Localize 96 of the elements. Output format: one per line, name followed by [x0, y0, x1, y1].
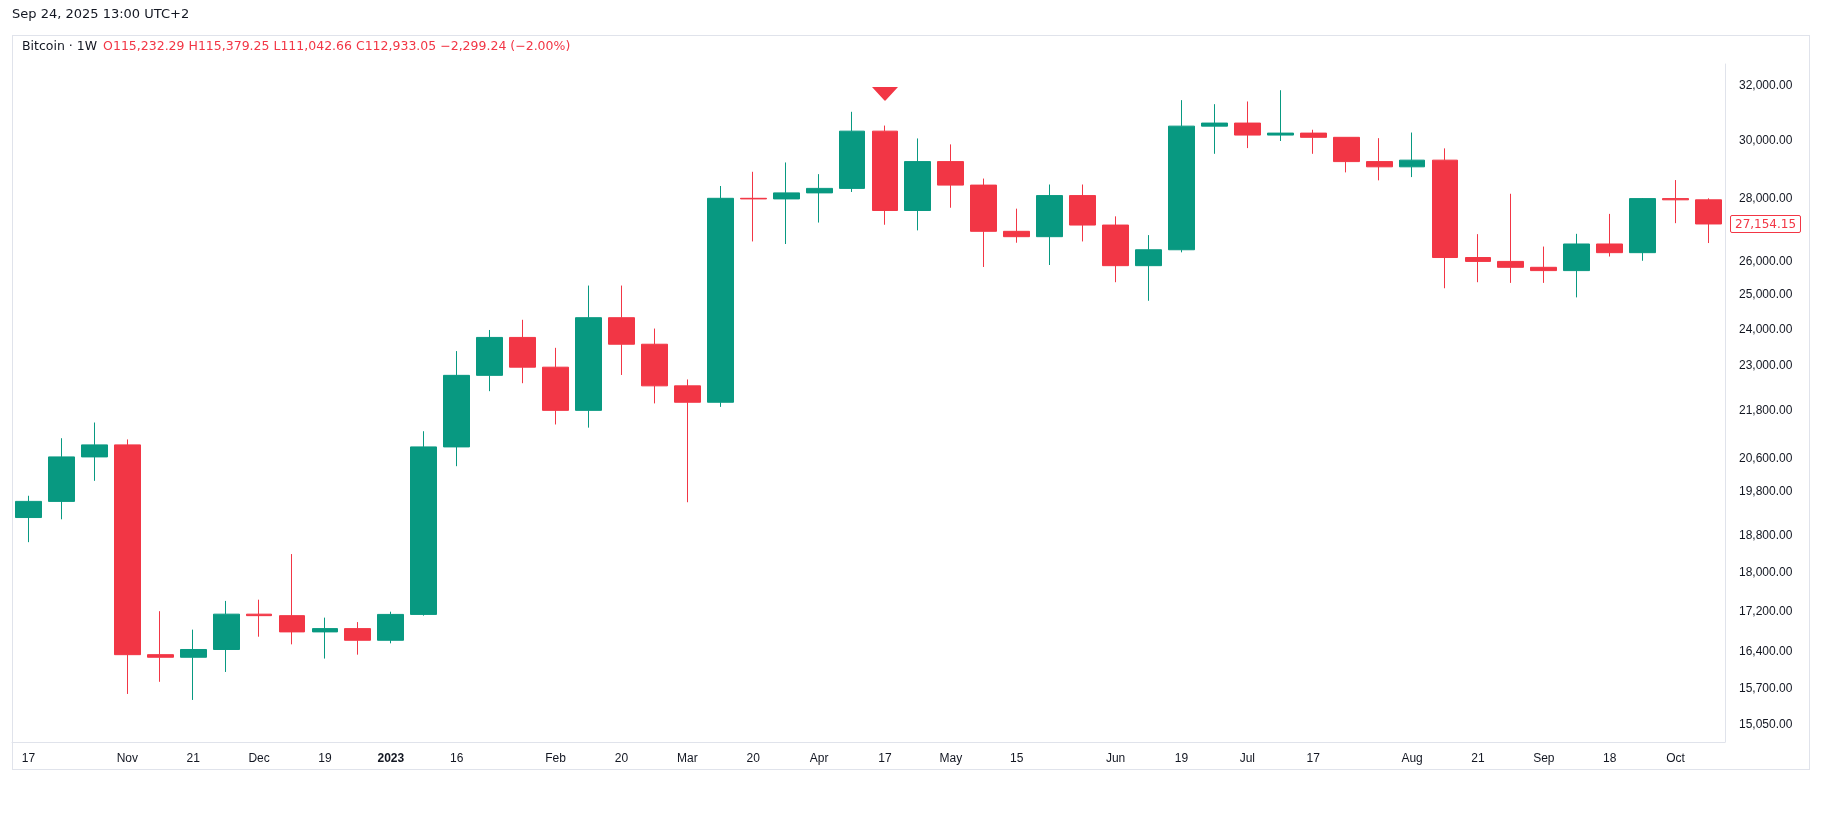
candlestick — [1530, 246, 1557, 284]
candlestick — [1102, 215, 1129, 283]
x-tick-label: May — [939, 751, 963, 765]
x-tick-label: 18 — [1603, 751, 1617, 765]
x-tick-label: 19 — [1174, 751, 1189, 765]
candlestick — [970, 178, 997, 268]
candlestick — [904, 137, 931, 231]
candlestick — [1234, 100, 1261, 149]
candlestick — [114, 438, 141, 695]
chart-title: Bitcoin · 1W — [22, 38, 98, 53]
candlestick — [1432, 147, 1458, 289]
y-tick-label: 17,200.00 — [1739, 603, 1793, 618]
y-tick-label: 20,600.00 — [1739, 450, 1793, 465]
candlestick — [575, 285, 602, 429]
x-tick-label: 16 — [450, 751, 464, 765]
candlestick — [937, 143, 964, 209]
x-tick-label: Dec — [248, 751, 270, 765]
y-tick-label: 24,000.00 — [1739, 321, 1793, 336]
x-tick-label: 19 — [318, 751, 332, 765]
candlestick — [608, 285, 635, 376]
x-tick-label: 21 — [1471, 751, 1485, 765]
x-tick-label: Aug — [1401, 751, 1423, 765]
candlestick — [1366, 137, 1393, 181]
y-tick-label: 16,400.00 — [1739, 644, 1793, 659]
x-tick-label: Sep — [1533, 751, 1555, 765]
y-tick-label: 18,800.00 — [1739, 528, 1793, 543]
candlestick — [1135, 234, 1162, 302]
y-tick-label: 32,000.00 — [1739, 77, 1793, 92]
candlestick — [1465, 233, 1491, 283]
candlestick — [344, 621, 371, 656]
candlestick — [1497, 193, 1524, 284]
candlestick — [773, 161, 800, 245]
x-tick-label: 21 — [186, 751, 201, 765]
candlestick — [15, 495, 42, 543]
candlestick — [246, 599, 272, 638]
x-tick-label: Jul — [1239, 751, 1256, 765]
candlestick — [213, 600, 240, 673]
candlestick — [81, 422, 108, 482]
candlestick — [1300, 129, 1327, 155]
candlestick — [1003, 208, 1030, 244]
candlestick — [1168, 99, 1195, 253]
candlestick — [1695, 197, 1722, 244]
x-tick-label: 20 — [746, 751, 761, 765]
candlestick — [674, 378, 701, 503]
candlestick — [279, 553, 305, 645]
y-tick-label: 15,050.00 — [1739, 716, 1793, 731]
candlestick — [839, 111, 865, 193]
x-tick-label: Nov — [116, 751, 138, 765]
y-tick-label: 28,000.00 — [1739, 191, 1793, 205]
candlestick — [1662, 179, 1689, 224]
x-tick-label: Oct — [1666, 751, 1686, 765]
y-tick-label: 21,800.00 — [1739, 402, 1793, 417]
candlestick — [1201, 103, 1228, 155]
x-tick-label: 17 — [21, 751, 36, 765]
candlestick — [1596, 213, 1623, 258]
y-tick-label: 15,700.00 — [1739, 680, 1793, 695]
y-tick-label: 23,000.00 — [1739, 357, 1793, 372]
x-tick-label: 17 — [878, 751, 892, 765]
y-tick-label: 25,000.00 — [1739, 286, 1793, 301]
x-tick-label: 15 — [1010, 751, 1024, 765]
candlestick — [1036, 184, 1063, 266]
candlestick — [707, 185, 734, 408]
candlestick — [1399, 132, 1425, 178]
candlestick — [147, 610, 174, 683]
y-tick-label: 18,000.00 — [1739, 565, 1793, 580]
candlestick — [48, 437, 75, 520]
candlestick — [180, 629, 207, 701]
candlestick — [806, 173, 833, 224]
x-tick-label: Apr — [809, 751, 829, 765]
x-tick-label: Feb — [545, 751, 567, 765]
candlestick — [1629, 197, 1656, 262]
candlestick — [1563, 233, 1590, 298]
text: 27,154.15 — [1730, 214, 1802, 233]
candlestick — [1267, 89, 1294, 142]
candlestick — [1333, 136, 1360, 173]
candlestick — [377, 611, 404, 644]
candlestick — [641, 328, 668, 404]
chart-subtitle: O115,232.29 H115,379.25 L111,042.66 C112,933.05 −2,299.24 (−2.00%) — [103, 38, 571, 53]
x-tick-label: Jun — [1105, 751, 1126, 765]
x-tick-label: Mar — [676, 751, 698, 765]
y-tick-label: 26,000.00 — [1739, 253, 1793, 268]
candlestick — [312, 617, 338, 660]
candlestick — [872, 125, 898, 226]
candlestick — [740, 171, 767, 242]
candlestick — [443, 350, 470, 467]
text: Sep 24, 2025 13:00 UTC+2 — [12, 6, 190, 21]
x-tick-label: 17 — [1306, 751, 1321, 765]
candlestick — [542, 347, 569, 425]
y-tick-label: 19,800.00 — [1739, 484, 1793, 499]
candlestick — [410, 430, 437, 617]
candlestick — [476, 329, 503, 392]
x-tick-label: 20 — [614, 751, 629, 765]
y-tick-label: 30,000.00 — [1739, 132, 1793, 147]
x-tick-label: 2023 — [377, 751, 405, 765]
candlestick — [1069, 184, 1096, 242]
candlestick — [509, 319, 536, 384]
